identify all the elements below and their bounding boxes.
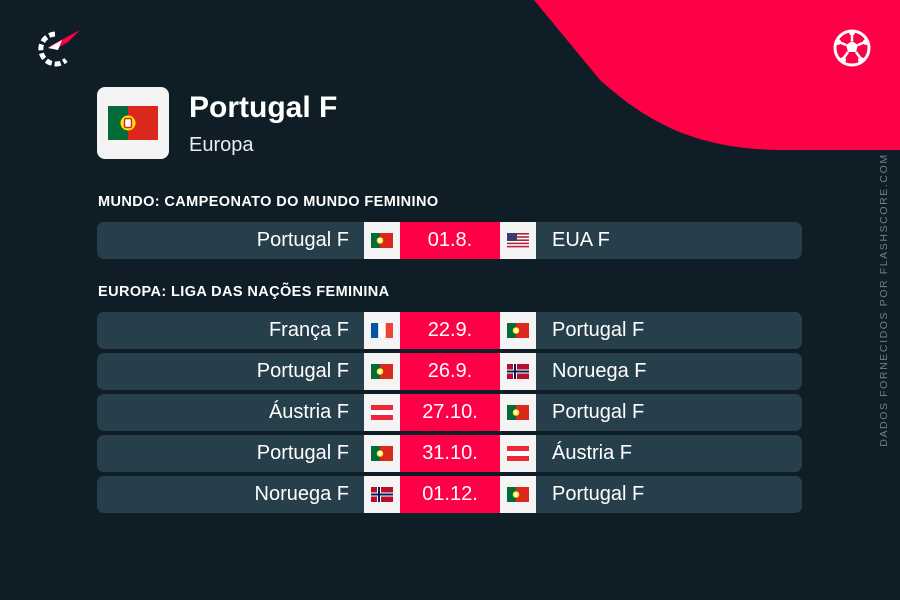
football-icon <box>833 29 871 67</box>
portugal-flag-icon <box>364 353 400 390</box>
austria-flag-icon <box>500 435 536 472</box>
portugal-flag-icon <box>500 312 536 349</box>
portugal-flag-icon <box>108 106 158 140</box>
usa-flag-icon <box>500 222 536 259</box>
match-date: 01.8. <box>400 222 500 259</box>
section-title: EUROPA: LIGA DAS NAÇÕES FEMININA <box>98 284 390 300</box>
away-team: EUA F <box>552 229 610 251</box>
match-row[interactable]: França F 22.9. Portugal F <box>97 312 802 349</box>
home-team: Áustria F <box>268 401 349 423</box>
match-date: 22.9. <box>400 312 500 349</box>
home-team: Portugal F <box>256 360 349 382</box>
home-team: Portugal F <box>256 229 349 251</box>
section-title: MUNDO: CAMPEONATO DO MUNDO FEMININO <box>98 194 439 210</box>
match-row[interactable]: Portugal F 01.8. EUA F <box>97 222 802 259</box>
team-region: Europa <box>189 134 254 156</box>
portugal-flag-icon <box>500 476 536 513</box>
away-team: Portugal F <box>552 483 645 505</box>
match-row[interactable]: Portugal F 26.9. Noruega F <box>97 353 802 390</box>
home-team: França F <box>268 319 349 341</box>
home-team: Noruega F <box>254 483 350 505</box>
norway-flag-icon <box>500 353 536 390</box>
norway-flag-icon <box>364 476 400 513</box>
team-flag-box <box>97 87 169 159</box>
data-credit: DADOS FORNECIDOS POR FLASHSCORE.COM <box>878 153 890 447</box>
flashscore-logo-icon <box>38 30 80 67</box>
match-row[interactable]: Noruega F 01.12. Portugal F <box>97 476 802 513</box>
away-team: Portugal F <box>552 319 645 341</box>
home-team: Portugal F <box>256 442 349 464</box>
portugal-flag-icon <box>364 435 400 472</box>
match-row[interactable]: Áustria F 27.10. Portugal F <box>97 394 802 431</box>
team-name: Portugal F <box>189 91 338 124</box>
portugal-flag-icon <box>500 394 536 431</box>
away-team: Portugal F <box>552 401 645 423</box>
austria-flag-icon <box>364 394 400 431</box>
match-date: 26.9. <box>400 353 500 390</box>
away-team: Áustria F <box>552 442 633 464</box>
match-date: 27.10. <box>400 394 500 431</box>
match-row[interactable]: Portugal F 31.10. Áustria F <box>97 435 802 472</box>
away-team: Noruega F <box>552 360 647 382</box>
match-date: 31.10. <box>400 435 500 472</box>
france-flag-icon <box>364 312 400 349</box>
match-date: 01.12. <box>400 476 500 513</box>
portugal-flag-icon <box>364 222 400 259</box>
